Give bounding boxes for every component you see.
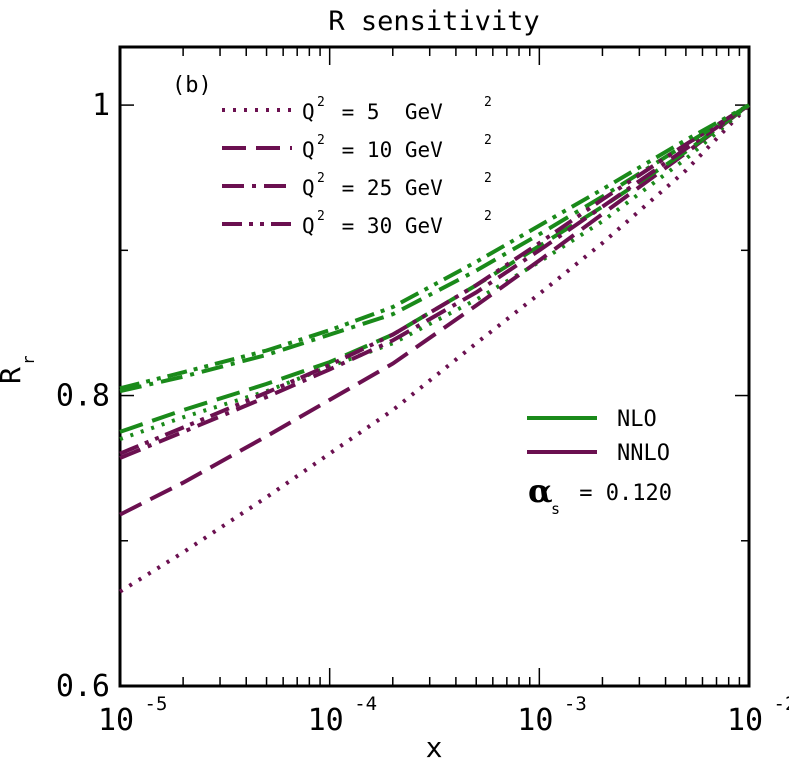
axis-ticks: [119, 47, 749, 687]
legend-q2-label: Q: [302, 138, 315, 162]
x-tick-label-exponent: -3: [564, 693, 587, 715]
alpha-value: = 0.120: [566, 481, 672, 506]
legend-q2-label: Q: [302, 176, 315, 200]
x-tick-label: 10: [517, 703, 553, 738]
alpha-subscript: s: [551, 500, 560, 518]
legend-q2-sup: 2: [317, 171, 325, 186]
y-axis-label: R r: [0, 355, 38, 384]
panel-label: (b): [172, 73, 212, 98]
tick-labels: 0.6 0.8 1 10 -5 10 -4 10 -3 10 -2: [56, 88, 789, 738]
alpha-symbol: α: [528, 472, 553, 510]
alpha-s-annotation: α s = 0.120: [528, 472, 672, 518]
series-line-nnlo-dashdotdot: [119, 103, 751, 456]
legend-q2-label: Q: [302, 100, 315, 124]
series-line-nnlo-dotted: [118, 103, 751, 594]
legend-q2-text: = 25 GeV: [329, 176, 443, 200]
y-tick-label: 1: [92, 88, 110, 123]
y-tick-label: 0.6: [56, 669, 110, 704]
legend-order: NLO NNLO: [527, 407, 670, 466]
legend-q2-unit-sup: 2: [484, 95, 492, 110]
legend-q2-text: = 5 GeV: [329, 100, 443, 124]
series-layer: [118, 103, 751, 594]
legend-order-label: NNLO: [617, 441, 670, 466]
legend-q2-unit-sup: 2: [484, 133, 492, 148]
x-axis-label: x: [426, 731, 443, 761]
chart-title: R sensitivity: [328, 6, 539, 37]
legend-order-label: NLO: [617, 407, 657, 432]
series-line-nnlo-dashed: [119, 103, 751, 517]
legend-q2-sup: 2: [317, 133, 325, 148]
x-tick-label-exponent: -5: [145, 693, 168, 715]
series-line-nlo-dashdotdot: [119, 103, 750, 391]
x-tick-label-exponent: -4: [354, 693, 377, 715]
legend-q2-sup: 2: [317, 95, 325, 110]
legend-q2-text: = 30 GeV: [329, 214, 443, 238]
y-tick-label: 0.8: [56, 379, 110, 414]
legend-q2-unit-sup: 2: [484, 209, 492, 224]
legend-q2-text: = 10 GeV: [329, 138, 443, 162]
y-axis-label-main: R: [0, 367, 27, 384]
legend-q2-sup: 2: [317, 209, 325, 224]
x-tick-label-exponent: -2: [774, 693, 789, 715]
plot-frame: [118, 45, 751, 688]
x-tick-label: 10: [727, 703, 763, 738]
x-tick-label: 10: [98, 703, 134, 738]
y-axis-label-sub: r: [19, 355, 38, 365]
legend-q2-label: Q: [302, 214, 315, 238]
x-tick-label: 10: [308, 703, 344, 738]
series-line-nnlo-dashdot: [119, 103, 751, 460]
legend-q2-unit-sup: 2: [484, 171, 492, 186]
series-line-nlo-dotted: [119, 103, 751, 441]
